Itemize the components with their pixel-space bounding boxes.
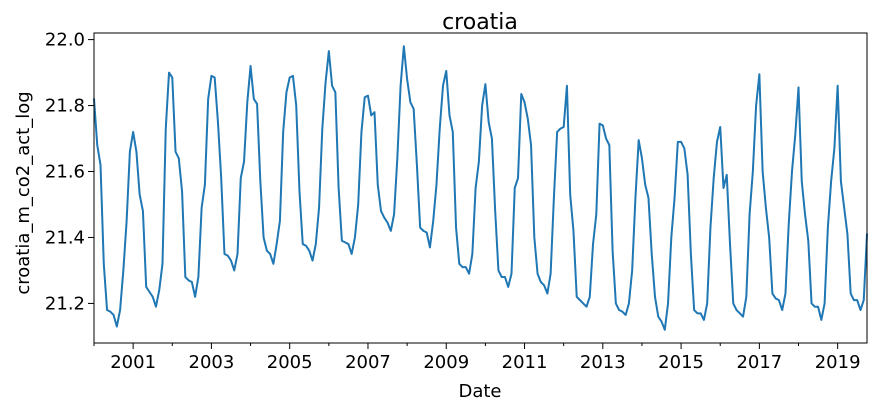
x-tick-label: 2013 (580, 352, 626, 373)
x-tick-label: 2019 (815, 352, 861, 373)
y-axis-label: croatia_m_co2_act_log (13, 91, 34, 294)
plot-frame (93, 32, 868, 344)
x-tick-label: 2009 (423, 352, 469, 373)
y-tick-label: 21.4 (45, 227, 85, 248)
chart-title: croatia (442, 10, 518, 35)
x-tick-label: 2005 (267, 352, 313, 373)
y-tick-label: 21.8 (45, 96, 85, 117)
x-axis-label: Date (458, 381, 501, 402)
x-tick-label: 2015 (658, 352, 704, 373)
series-line (93, 45, 868, 331)
y-axis: 21.2 21.4 21.6 21.8 22.0 (45, 30, 94, 314)
x-tick-label: 2017 (736, 352, 782, 373)
x-tick-label: 2003 (189, 352, 235, 373)
plot-area (93, 45, 868, 331)
x-tick-label: 2007 (345, 352, 391, 373)
y-tick-label: 22.0 (45, 30, 85, 51)
x-tick-label: 2001 (110, 352, 156, 373)
x-tick-label: 2011 (502, 352, 548, 373)
y-tick-label: 21.2 (45, 293, 85, 314)
y-tick-label: 21.6 (45, 162, 85, 183)
x-axis: 2001 2003 2005 2007 2009 2011 2013 2015 2017 2019 (93, 343, 861, 373)
